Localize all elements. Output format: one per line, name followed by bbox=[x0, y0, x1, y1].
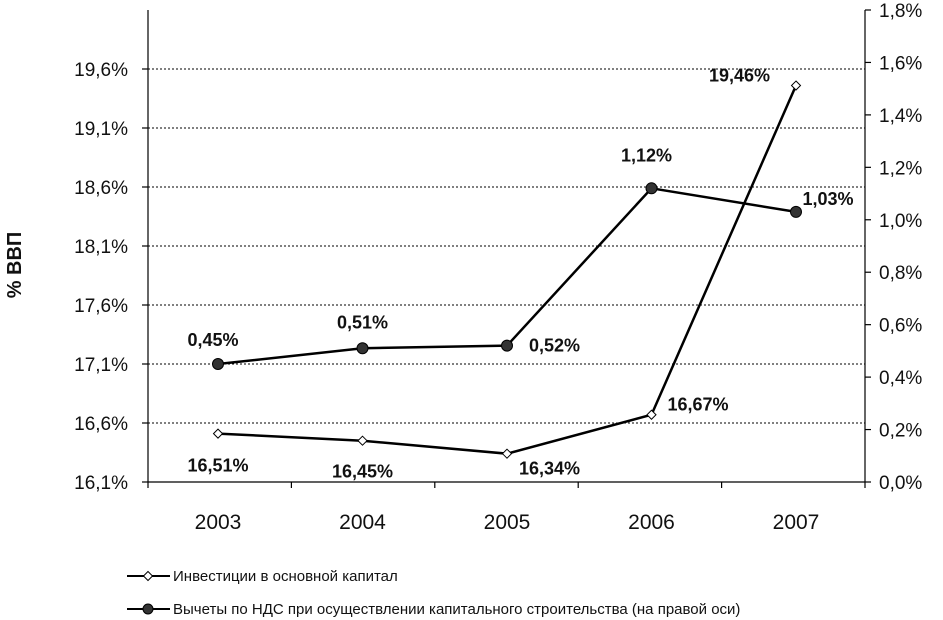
legend-label: Вычеты по НДС при осуществлении капиталь… bbox=[173, 601, 740, 618]
investment-data-label: 16,45% bbox=[332, 462, 393, 482]
vat-point bbox=[645, 182, 658, 195]
left-tick-label: 16,1% bbox=[74, 473, 128, 494]
right-tick-label: 0,6% bbox=[879, 316, 922, 337]
left-tick-label: 16,6% bbox=[74, 414, 128, 435]
vat-point bbox=[501, 339, 513, 352]
investment-point bbox=[790, 80, 802, 91]
vat-data-label: 1,03% bbox=[802, 189, 853, 209]
legend-label: Инвестиции в основной капитал bbox=[173, 568, 398, 585]
x-tick-label: 2005 bbox=[484, 511, 531, 534]
vat-data-label: 0,52% bbox=[529, 336, 580, 356]
left-tick-label: 18,6% bbox=[74, 178, 128, 199]
vat-data-label: 0,45% bbox=[187, 330, 238, 350]
right-tick-label: 0,8% bbox=[879, 263, 922, 284]
vat-data-label: 1,12% bbox=[621, 145, 672, 165]
legend-item-investment: Инвестиции в основной капитал bbox=[127, 568, 398, 585]
left-tick-label: 19,1% bbox=[74, 119, 128, 140]
x-tick-label: 2006 bbox=[628, 511, 675, 534]
right-tick-label: 1,4% bbox=[879, 106, 922, 127]
investment-data-label: 16,67% bbox=[668, 395, 729, 415]
legend-item-vat: Вычеты по НДС при осуществлении капиталь… bbox=[127, 601, 740, 618]
gridlines bbox=[148, 68, 865, 424]
legend: Инвестиции в основной капитал Вычеты по Н… bbox=[127, 568, 740, 618]
left-tick-label: 18,1% bbox=[74, 237, 128, 258]
investment-point bbox=[357, 435, 368, 446]
right-tick-label: 1,2% bbox=[879, 158, 922, 179]
right-tick-label: 0,4% bbox=[879, 368, 922, 389]
left-tick-label: 19,6% bbox=[74, 60, 128, 81]
investment-point bbox=[646, 409, 657, 420]
left-tick-label: 17,6% bbox=[74, 296, 128, 317]
series-vat-line bbox=[217, 186, 797, 366]
y-axis-label: % ВВП bbox=[4, 232, 26, 299]
left-tick-label: 17,1% bbox=[74, 355, 128, 376]
legend-diamond-marker bbox=[142, 570, 154, 582]
investment-point bbox=[212, 428, 224, 439]
right-tick-label: 1,6% bbox=[879, 53, 922, 74]
right-tick-label: 0,2% bbox=[879, 421, 922, 442]
right-axis-ticks: 0,0% 0,2% 0,4% 0,6% 0,8% 1,0% 1,2% 1,4% 1,6% 1,8% bbox=[865, 1, 922, 494]
right-tick-label: 1,8% bbox=[879, 1, 922, 22]
x-tick-label: 2007 bbox=[773, 511, 820, 534]
investment-data-label: 19,46% bbox=[709, 66, 770, 86]
legend-circle-marker bbox=[142, 603, 154, 615]
right-tick-label: 1,0% bbox=[879, 211, 922, 232]
investment-point bbox=[501, 448, 513, 459]
investment-data-label: 16,34% bbox=[519, 459, 580, 479]
vat-data-label: 0,51% bbox=[337, 312, 388, 332]
investment-data-label: 16,51% bbox=[187, 456, 248, 476]
x-axis-ticks: 2003 2004 2005 2006 2007 bbox=[147, 482, 866, 534]
vat-point bbox=[790, 205, 802, 218]
x-tick-label: 2003 bbox=[195, 511, 242, 534]
x-tick-label: 2004 bbox=[339, 511, 386, 534]
right-tick-label: 0,0% bbox=[879, 473, 922, 494]
vat-point bbox=[212, 358, 224, 370]
vat-point bbox=[356, 342, 369, 355]
left-axis-ticks: 16,1% 16,6% 17,1% 17,6% 18,1% 18,6% 19,1% 19,6% bbox=[74, 60, 148, 494]
series-layer: 16,51% 16,45% 16,34% 16,67% 19,46% 0,45% 0,51%… bbox=[187, 66, 853, 482]
